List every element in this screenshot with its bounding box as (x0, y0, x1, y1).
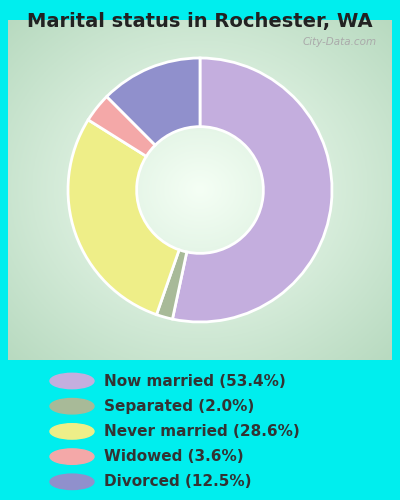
Circle shape (50, 449, 94, 464)
Wedge shape (68, 120, 179, 314)
Text: City-Data.com: City-Data.com (302, 37, 377, 47)
Circle shape (50, 474, 94, 490)
Wedge shape (172, 58, 332, 322)
Text: Separated (2.0%): Separated (2.0%) (104, 398, 254, 413)
Circle shape (50, 398, 94, 414)
Wedge shape (88, 96, 155, 156)
Wedge shape (107, 58, 200, 145)
Wedge shape (156, 250, 187, 319)
Circle shape (50, 374, 94, 388)
Text: Never married (28.6%): Never married (28.6%) (104, 424, 300, 439)
Text: Widowed (3.6%): Widowed (3.6%) (104, 449, 244, 464)
Circle shape (50, 424, 94, 439)
Text: Divorced (12.5%): Divorced (12.5%) (104, 474, 252, 490)
Text: Marital status in Rochester, WA: Marital status in Rochester, WA (27, 12, 373, 32)
Text: Now married (53.4%): Now married (53.4%) (104, 374, 286, 388)
